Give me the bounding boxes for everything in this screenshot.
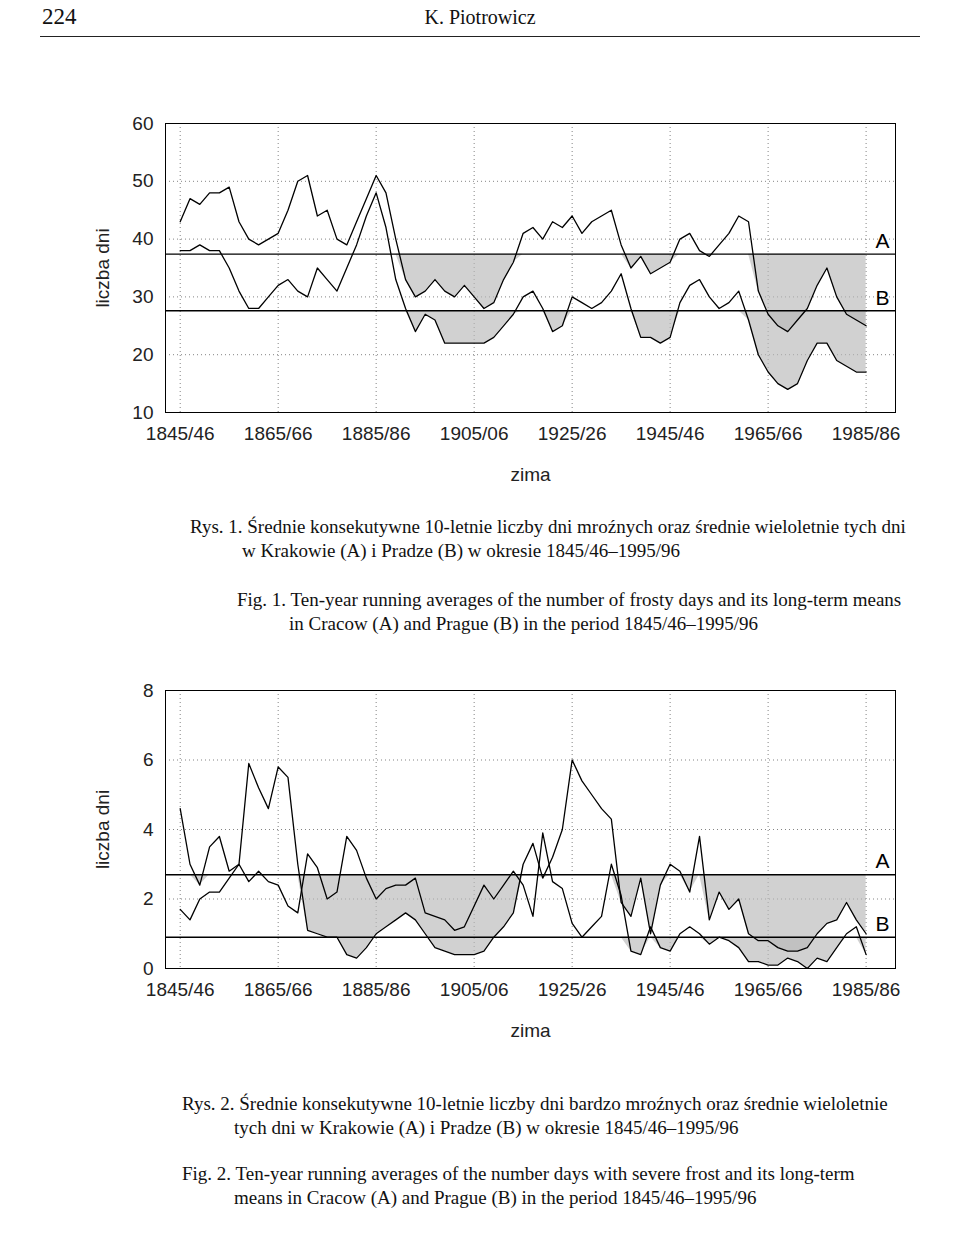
svg-text:A: A [875,229,889,252]
svg-text:zima: zima [510,464,551,485]
html-text:Fig. 2. Ten-year running avera: Fig. 2. Ten-year running averages of the… [182,1163,855,1184]
svg-text:1985/86: 1985/86 [832,979,901,1000]
svg-text:1845/46: 1845/46 [146,979,215,1000]
svg-text:4: 4 [143,819,154,840]
svg-text:50: 50 [132,170,153,191]
html-text:w Krakowie (A) i Pradze (B) w: w Krakowie (A) i Pradze (B) w okresie 18… [242,540,680,561]
svg-text:60: 60 [132,113,153,134]
svg-text:1965/66: 1965/66 [734,979,803,1000]
svg-text:1945/46: 1945/46 [636,979,705,1000]
svg-text:1905/06: 1905/06 [440,423,509,444]
html-text:Rys. 1. Średnie konsekutywne 1: Rys. 1. Średnie konsekutywne 10-letnie l… [190,516,906,537]
svg-text:8: 8 [143,680,154,701]
svg-text:40: 40 [132,228,153,249]
svg-text:liczba dni: liczba dni [92,790,113,869]
html-text:K. Piotrowicz: K. Piotrowicz [424,6,536,28]
svg-text:1985/86: 1985/86 [832,423,901,444]
svg-text:6: 6 [143,749,154,770]
svg-text:2: 2 [143,888,154,909]
svg-text:1965/66: 1965/66 [734,423,803,444]
svg-text:1885/86: 1885/86 [342,423,411,444]
svg-text:10: 10 [132,402,153,423]
html-text:tych dni w Krakowie (A) i Prad: tych dni w Krakowie (A) i Pradze (B) w o… [234,1117,739,1138]
svg-text:1925/26: 1925/26 [538,979,607,1000]
html-text:Rys. 2. Średnie konsekutywne 1: Rys. 2. Średnie konsekutywne 10-letnie l… [182,1093,888,1114]
svg-text:liczba dni: liczba dni [92,228,113,307]
svg-text:B: B [875,285,889,308]
svg-text:1845/46: 1845/46 [146,423,215,444]
html-text:224: 224 [42,4,77,29]
svg-text:1865/66: 1865/66 [244,423,313,444]
svg-text:1925/26: 1925/26 [538,423,607,444]
svg-text:B: B [875,912,889,935]
svg-text:1885/86: 1885/86 [342,979,411,1000]
svg-text:1865/66: 1865/66 [244,979,313,1000]
svg-text:1945/46: 1945/46 [636,423,705,444]
html-text:in Cracow (A) and Prague (B) i: in Cracow (A) and Prague (B) in the peri… [289,613,759,634]
svg-text:zima: zima [510,1020,551,1041]
svg-text:1905/06: 1905/06 [440,979,509,1000]
svg-text:20: 20 [132,344,153,365]
svg-text:30: 30 [132,286,153,307]
html-text:Fig. 1. Ten-year running avera: Fig. 1. Ten-year running averages of the… [237,589,902,610]
svg-text:0: 0 [143,958,154,979]
svg-text:A: A [875,849,889,872]
html-text:means in Cracow (A) and Prague: means in Cracow (A) and Prague (B) in th… [234,1187,757,1208]
